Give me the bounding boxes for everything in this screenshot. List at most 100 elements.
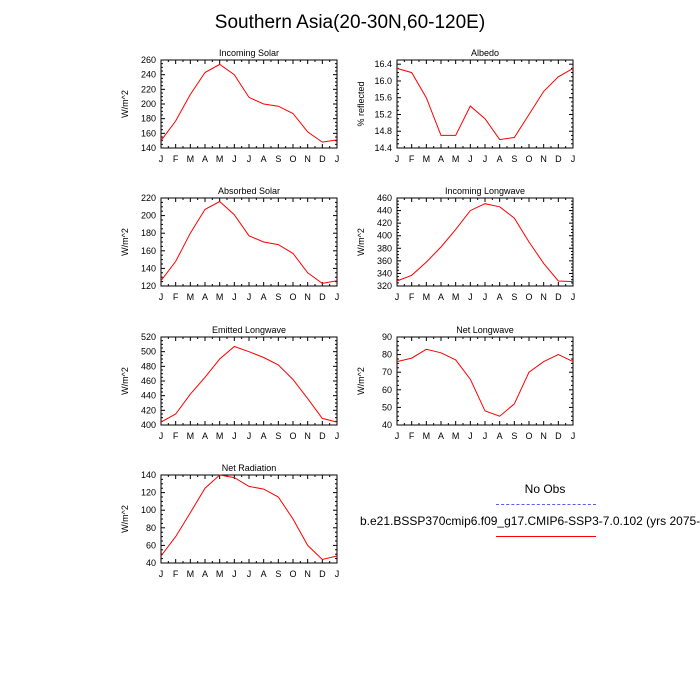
y-tick-label: 160 bbox=[141, 246, 156, 256]
x-tick-label: M bbox=[187, 154, 195, 164]
panel-title: Incoming Longwave bbox=[445, 186, 525, 196]
x-tick-label: D bbox=[319, 431, 326, 441]
y-tick-label: 440 bbox=[141, 391, 156, 401]
x-tick-label: N bbox=[304, 292, 311, 302]
x-tick-label: J bbox=[159, 569, 164, 579]
y-tick-label: 200 bbox=[141, 99, 156, 109]
x-tick-label: A bbox=[202, 431, 208, 441]
x-tick-label: J bbox=[247, 569, 252, 579]
x-tick-label: M bbox=[423, 431, 431, 441]
x-tick-label: J bbox=[247, 431, 252, 441]
legend-model-label: b.e21.BSSP370cmip6.f09_g17.CMIP6-SSP3-7.… bbox=[360, 514, 700, 528]
panel-title: Absorbed Solar bbox=[218, 186, 280, 196]
x-tick-label: M bbox=[216, 154, 224, 164]
x-tick-label: M bbox=[452, 431, 460, 441]
series-line bbox=[160, 63, 338, 143]
y-tick-label: 70 bbox=[382, 367, 392, 377]
y-tick-label: 15.6 bbox=[374, 93, 392, 103]
y-tick-label: 15.2 bbox=[374, 109, 392, 119]
y-tick-label: 60 bbox=[382, 385, 392, 395]
y-tick-label: 320 bbox=[377, 281, 392, 291]
x-tick-label: A bbox=[497, 154, 503, 164]
page-title: Southern Asia(20-30N,60-120E) bbox=[214, 12, 486, 33]
x-tick-label: M bbox=[187, 292, 195, 302]
x-tick-label: M bbox=[187, 569, 195, 579]
y-tick-label: 220 bbox=[141, 84, 156, 94]
y-tick-label: 420 bbox=[377, 218, 392, 228]
x-tick-label: A bbox=[261, 569, 267, 579]
y-tick-label: 80 bbox=[146, 523, 156, 533]
panel-title: Albedo bbox=[471, 48, 499, 58]
y-tick-label: 100 bbox=[141, 505, 156, 515]
y-tick-label: 240 bbox=[141, 70, 156, 80]
x-tick-label: M bbox=[452, 154, 460, 164]
y-tick-label: 40 bbox=[382, 420, 392, 430]
y-tick-label: 140 bbox=[141, 143, 156, 153]
x-tick-label: A bbox=[202, 154, 208, 164]
x-tick-label: D bbox=[555, 154, 562, 164]
x-tick-label: D bbox=[319, 569, 326, 579]
x-tick-label: A bbox=[261, 431, 267, 441]
y-axis-label: W/m^2 bbox=[120, 505, 130, 533]
y-tick-label: 440 bbox=[377, 206, 392, 216]
y-axis-label: W/m^2 bbox=[120, 367, 130, 395]
x-tick-label: J bbox=[232, 154, 237, 164]
x-tick-label: A bbox=[497, 431, 503, 441]
x-tick-label: O bbox=[289, 292, 296, 302]
x-tick-label: A bbox=[202, 569, 208, 579]
y-tick-label: 460 bbox=[377, 193, 392, 203]
x-tick-label: F bbox=[173, 292, 179, 302]
x-tick-label: F bbox=[173, 431, 179, 441]
x-tick-label: J bbox=[468, 154, 473, 164]
x-tick-label: M bbox=[216, 292, 224, 302]
x-tick-label: J bbox=[335, 431, 340, 441]
x-tick-label: M bbox=[452, 292, 460, 302]
x-tick-label: D bbox=[319, 292, 326, 302]
x-tick-label: J bbox=[468, 431, 473, 441]
panel-title: Net Radiation bbox=[222, 463, 277, 473]
x-tick-label: D bbox=[555, 431, 562, 441]
x-tick-label: J bbox=[335, 569, 340, 579]
series-line bbox=[396, 67, 574, 141]
x-tick-label: A bbox=[261, 154, 267, 164]
y-axis-label: W/m^2 bbox=[356, 228, 366, 256]
x-tick-label: N bbox=[304, 569, 311, 579]
y-tick-label: 500 bbox=[141, 347, 156, 357]
x-tick-label: M bbox=[187, 431, 195, 441]
x-tick-label: S bbox=[275, 292, 281, 302]
plot-frame bbox=[396, 59, 574, 149]
y-tick-label: 50 bbox=[382, 402, 392, 412]
x-tick-label: O bbox=[525, 292, 532, 302]
y-tick-label: 60 bbox=[146, 540, 156, 550]
x-tick-label: J bbox=[232, 431, 237, 441]
plot-frame bbox=[160, 474, 338, 564]
y-tick-label: 90 bbox=[382, 332, 392, 342]
x-tick-label: O bbox=[289, 569, 296, 579]
x-tick-label: J bbox=[571, 292, 576, 302]
y-tick-label: 400 bbox=[377, 231, 392, 241]
y-tick-label: 14.8 bbox=[374, 126, 392, 136]
x-tick-label: A bbox=[202, 292, 208, 302]
x-tick-label: O bbox=[525, 154, 532, 164]
legend-obs-line bbox=[496, 504, 596, 505]
x-tick-label: J bbox=[468, 292, 473, 302]
x-tick-label: D bbox=[555, 292, 562, 302]
y-tick-label: 260 bbox=[141, 55, 156, 65]
y-tick-label: 120 bbox=[141, 281, 156, 291]
x-tick-label: J bbox=[232, 292, 237, 302]
x-tick-label: J bbox=[571, 431, 576, 441]
y-tick-label: 220 bbox=[141, 193, 156, 203]
x-tick-label: J bbox=[335, 292, 340, 302]
y-tick-label: 160 bbox=[141, 128, 156, 138]
series-line bbox=[160, 200, 338, 284]
x-tick-label: N bbox=[304, 431, 311, 441]
x-tick-label: J bbox=[247, 154, 252, 164]
y-axis-label: W/m^2 bbox=[120, 228, 130, 256]
series-line bbox=[396, 203, 574, 283]
y-tick-label: 180 bbox=[141, 114, 156, 124]
